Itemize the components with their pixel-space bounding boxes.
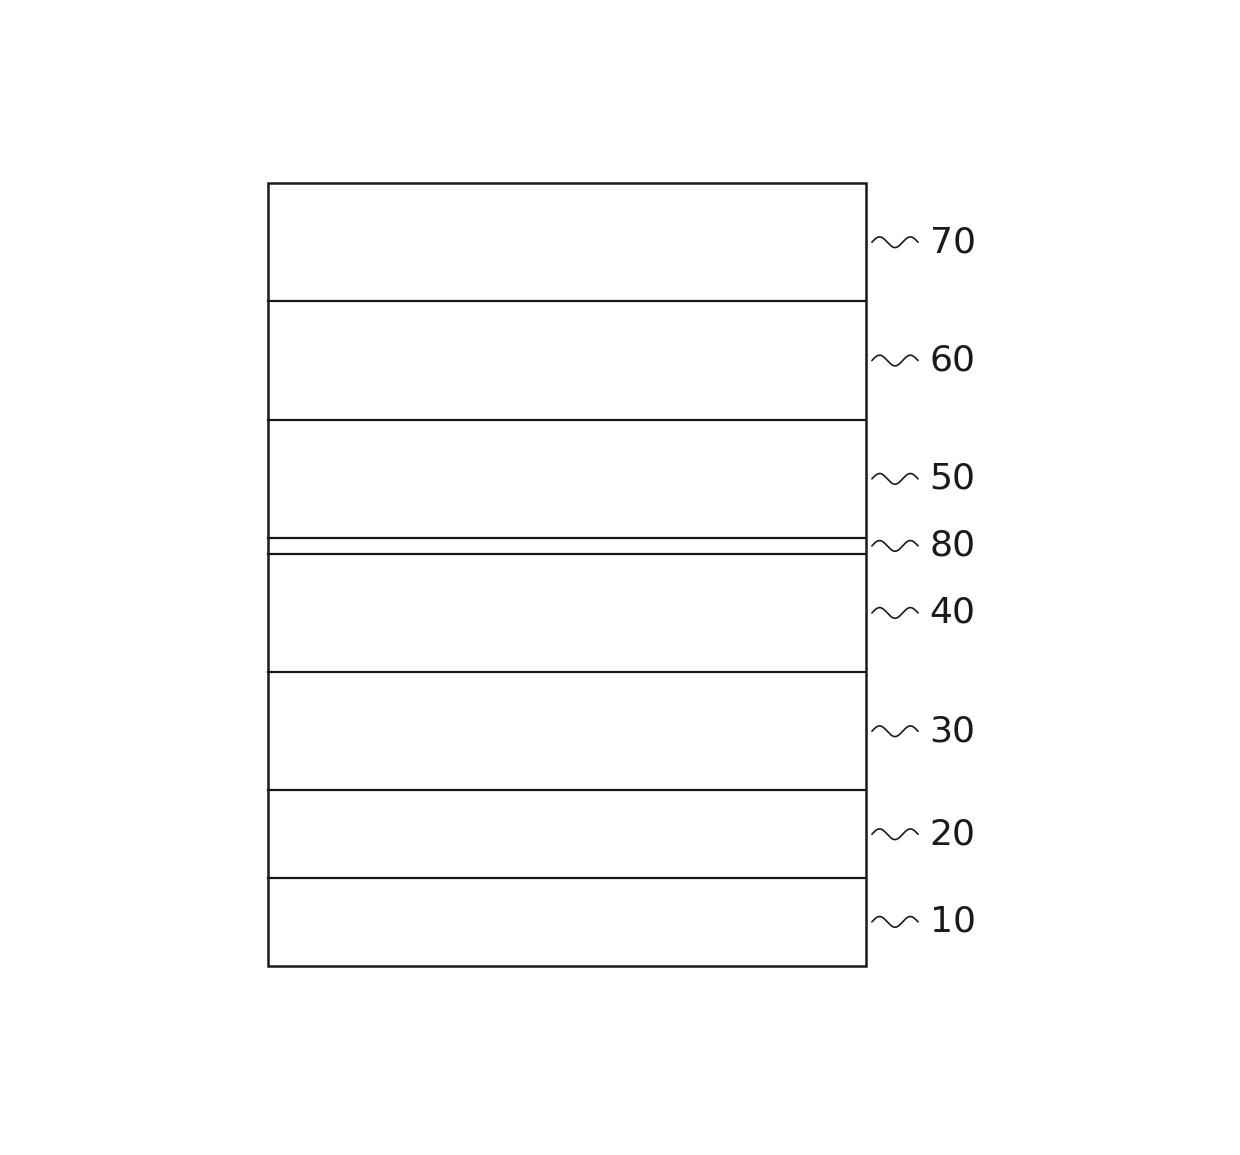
- Bar: [268, 184, 866, 966]
- Text: 10: 10: [930, 904, 976, 939]
- Text: 40: 40: [930, 596, 976, 629]
- Text: 80: 80: [930, 529, 976, 562]
- Text: 50: 50: [930, 462, 976, 495]
- Text: 70: 70: [930, 225, 976, 259]
- Text: 30: 30: [930, 714, 976, 748]
- Text: 20: 20: [930, 818, 976, 851]
- Text: 60: 60: [930, 343, 976, 378]
